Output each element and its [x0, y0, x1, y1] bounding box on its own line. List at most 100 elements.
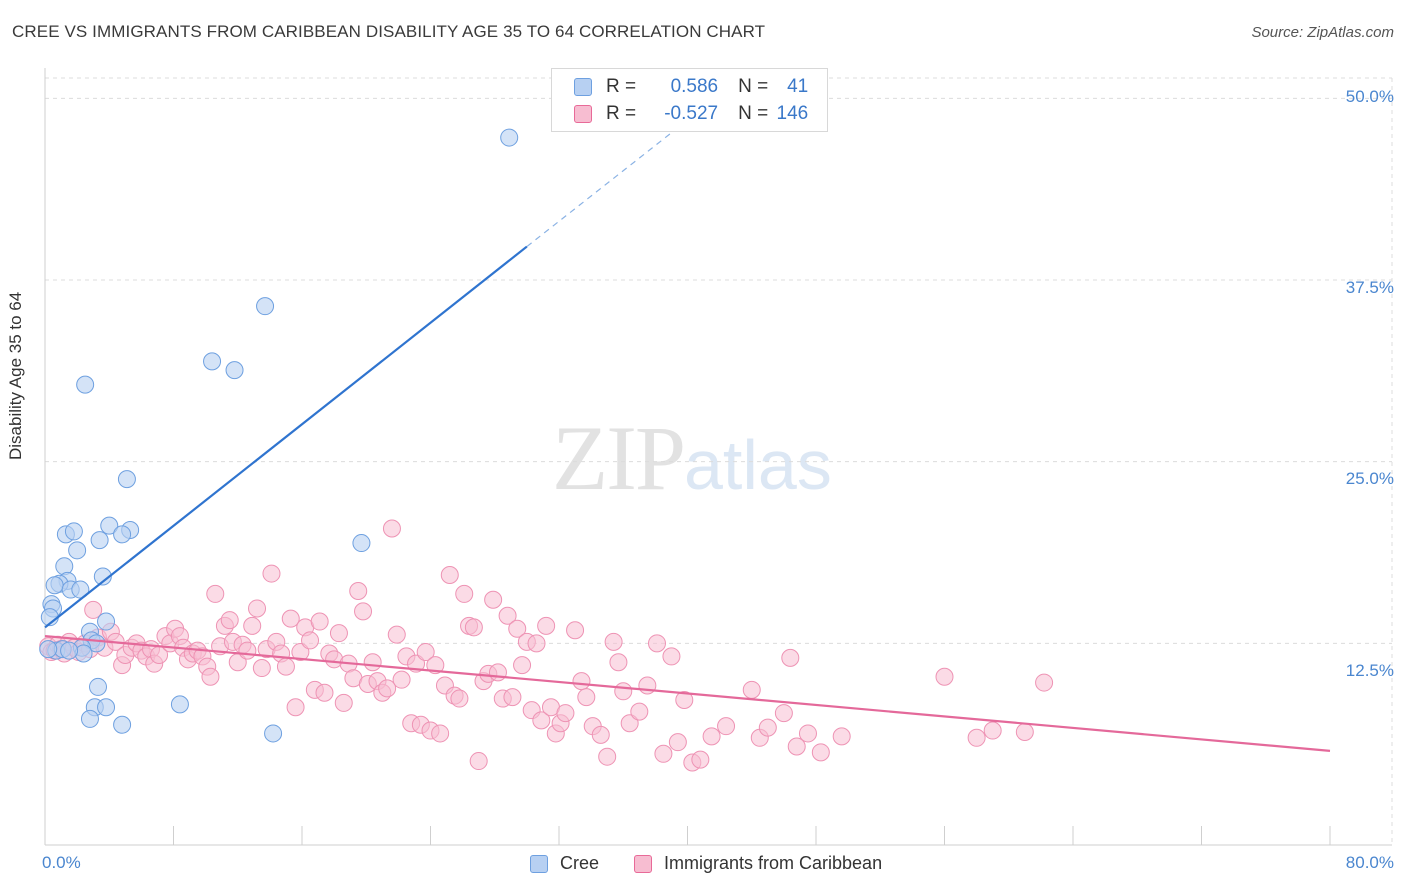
caribbean-point: [503, 688, 522, 707]
caribbean-point: [967, 728, 986, 747]
caribbean-point: [243, 616, 262, 635]
caribbean-point: [572, 672, 591, 691]
caribbean-point: [798, 724, 817, 743]
caribbean-point: [238, 641, 257, 660]
cree-point: [352, 534, 371, 553]
cree-point: [97, 612, 116, 631]
watermark-zip: ZIP: [552, 407, 686, 509]
caribbean-point: [983, 721, 1002, 740]
caribbean-point: [532, 711, 551, 730]
caribbean-point: [604, 632, 623, 651]
caribbean-point: [647, 634, 666, 653]
caribbean-swatch: [574, 105, 592, 123]
cree-point: [60, 641, 79, 660]
caribbean-point: [811, 743, 830, 762]
cree-point: [55, 557, 74, 576]
caribbean-swatch: [634, 854, 652, 873]
caribbean-point: [455, 584, 474, 603]
caribbean-point: [220, 611, 239, 630]
caribbean-point: [654, 744, 673, 763]
legend-series-name: Immigrants from Caribbean: [664, 853, 883, 873]
cree-trend-line: [44, 245, 528, 629]
caribbean-point: [416, 643, 435, 662]
cree-swatch: [530, 854, 548, 873]
caribbean-point: [334, 693, 353, 712]
caribbean-point: [450, 689, 469, 708]
caribbean-point: [464, 618, 483, 637]
cree-point: [76, 375, 95, 394]
cree-point: [113, 525, 132, 544]
cree-point: [256, 297, 275, 316]
caribbean-point: [598, 747, 617, 766]
caribbean-point: [498, 606, 517, 625]
legend: R = 0.586 N = 41 R = -0.527 N = 146: [551, 68, 828, 132]
legend-n-label: N =: [738, 76, 769, 97]
bottom-legend-caribbean: Immigrants from Caribbean: [634, 853, 882, 874]
caribbean-point: [591, 725, 610, 744]
cree-trend-extension: [526, 119, 688, 248]
caribbean-point: [310, 612, 329, 631]
caribbean-point: [758, 718, 777, 737]
cree-point: [80, 709, 99, 728]
caribbean-point: [577, 688, 596, 707]
cree-point: [90, 531, 109, 550]
legend-n-value: 41: [787, 76, 809, 97]
caribbean-point: [484, 590, 503, 609]
caribbean-point: [717, 717, 736, 736]
caribbean-point: [609, 653, 628, 672]
y-tick-label: 12.5%: [1345, 661, 1394, 680]
cree-point: [64, 522, 83, 541]
caribbean-point: [675, 691, 694, 710]
caribbean-point: [935, 667, 954, 686]
cree-point: [93, 567, 112, 586]
caribbean-point: [1035, 673, 1054, 692]
x-tick-label: 80.0%: [1345, 853, 1394, 872]
y-tick-label: 37.5%: [1345, 278, 1394, 297]
caribbean-point: [201, 667, 220, 686]
caribbean-point: [662, 647, 681, 666]
caribbean-point: [392, 670, 411, 689]
caribbean-point: [315, 683, 334, 702]
caribbean-point: [1015, 722, 1034, 741]
caribbean-point: [301, 631, 320, 650]
legend-r-value: -0.527: [664, 103, 719, 124]
caribbean-point: [281, 609, 300, 628]
caribbean-point: [262, 564, 281, 583]
caribbean-point: [527, 634, 546, 653]
legend-r-value: 0.586: [670, 76, 719, 97]
cree-swatch: [574, 78, 592, 96]
caribbean-point: [329, 624, 348, 643]
caribbean-trend-line: [44, 634, 1331, 752]
cree-point: [68, 541, 87, 560]
caribbean-point: [349, 582, 368, 601]
legend-row-caribbean: R = -0.527 N = 146: [574, 102, 808, 126]
legend-series-name: Cree: [560, 853, 600, 873]
caribbean-point: [488, 663, 507, 682]
caribbean-point: [537, 616, 556, 635]
caribbean-point: [206, 584, 225, 603]
caribbean-point: [84, 600, 103, 619]
cree-point: [117, 470, 136, 489]
caribbean-point: [248, 599, 267, 618]
caribbean-point: [469, 752, 488, 771]
caribbean-point: [556, 704, 575, 723]
caribbean-point: [832, 727, 851, 746]
cree-point: [225, 361, 244, 380]
caribbean-point: [630, 702, 649, 721]
caribbean-point: [426, 656, 445, 675]
y-axis-label: Disability Age 35 to 64: [6, 291, 25, 460]
cree-point: [45, 576, 64, 595]
caribbean-point: [291, 643, 310, 662]
watermark-atlas: atlas: [684, 426, 832, 504]
legend-n-value: 146: [776, 103, 809, 124]
caribbean-point: [781, 648, 800, 667]
bottom-legend-cree: Cree: [530, 853, 599, 874]
caribbean-point: [252, 659, 271, 678]
cree-point: [203, 352, 222, 371]
cree-point: [500, 128, 519, 147]
watermark: ZIPatlas: [552, 405, 832, 511]
caribbean-point: [702, 727, 721, 746]
x-tick-label: 0.0%: [42, 853, 81, 872]
cree-point: [39, 640, 58, 659]
